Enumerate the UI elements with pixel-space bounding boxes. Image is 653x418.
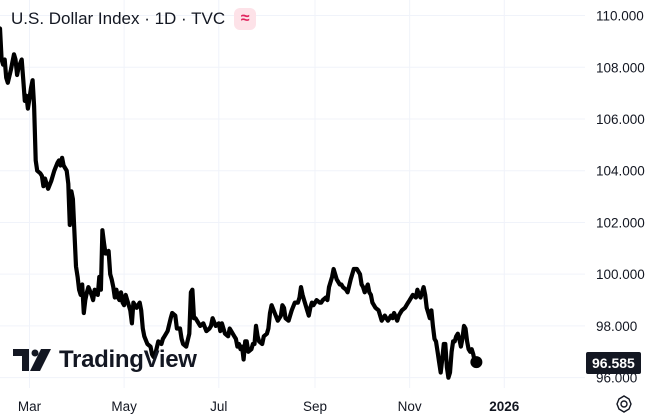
x-tick-label: Nov xyxy=(398,399,422,414)
x-tick-label: Sep xyxy=(303,399,327,414)
y-tick-label: 106.000 xyxy=(596,112,645,127)
gear-icon xyxy=(616,395,632,413)
x-tick-label: Jul xyxy=(210,399,227,414)
x-tick-label: Mar xyxy=(18,399,42,414)
x-tick-label: May xyxy=(111,399,137,414)
y-tick-label: 108.000 xyxy=(596,60,645,75)
price-line[interactable] xyxy=(0,26,479,380)
x-axis[interactable]: Mar May Jul Sep Nov 2026 xyxy=(18,399,520,414)
series-layer xyxy=(0,26,483,380)
tradingview-logo-text: TradingView xyxy=(59,346,197,373)
tradingview-logo[interactable]: TradingView xyxy=(13,346,197,374)
y-tick-label: 102.000 xyxy=(596,215,645,230)
y-tick-label: 96.000 xyxy=(596,371,637,386)
chart-title-text: U.S. Dollar Index · 1D · TVC xyxy=(11,9,226,28)
last-point-marker xyxy=(470,356,483,369)
y-tick-label: 100.000 xyxy=(596,267,645,282)
tradingview-logo-icon xyxy=(13,349,51,371)
wavy-equals-icon[interactable]: ≈ xyxy=(234,8,257,30)
chart-title: U.S. Dollar Index · 1D · TVC ≈ xyxy=(11,8,257,30)
y-axis[interactable]: 96.000 98.000 100.000 102.000 104.000 106.000… xyxy=(596,9,645,386)
x-tick-label: 2026 xyxy=(489,399,520,414)
y-tick-label: 110.000 xyxy=(596,9,644,24)
last-price-label: 96.585 xyxy=(586,351,641,374)
y-tick-label: 98.000 xyxy=(596,319,637,334)
chart-grid xyxy=(0,0,585,388)
y-tick-label: 104.000 xyxy=(596,164,645,179)
settings-button[interactable] xyxy=(615,395,633,418)
